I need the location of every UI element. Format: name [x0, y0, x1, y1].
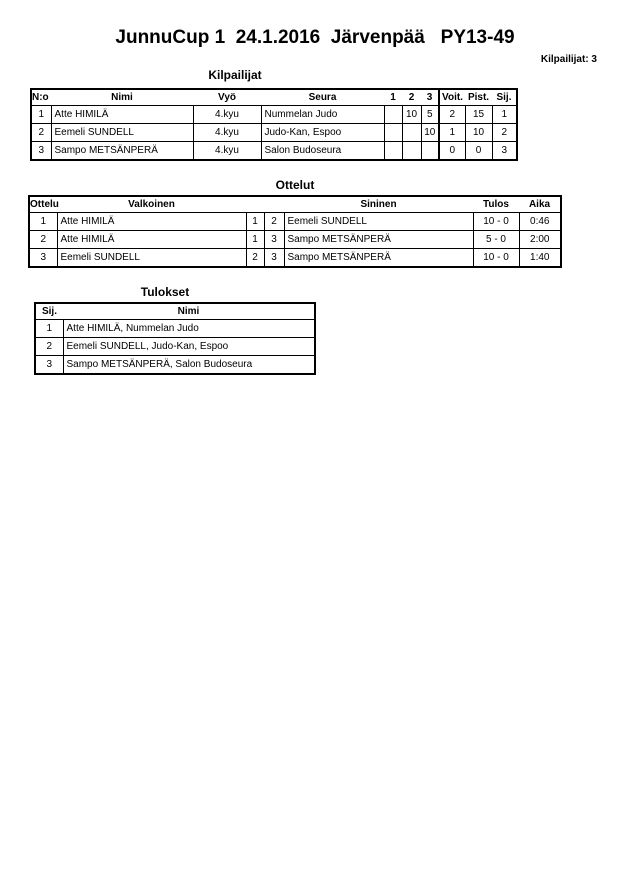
table-cell: Sampo METSÄNPERÄ	[283, 248, 474, 268]
table-cell: 3	[28, 248, 58, 268]
results-heading: Tulokset	[140, 285, 190, 299]
page-title: JunnuCup 1 24.1.2016 Järvenpää PY13-49	[115, 27, 515, 48]
table-cell: 2	[245, 248, 265, 268]
table-cell: Atte HIMILÄ	[56, 230, 247, 249]
table-cell: 1	[438, 123, 466, 142]
column-header: Sij.	[41, 306, 57, 317]
table-cell: 1	[28, 212, 58, 231]
table-cell	[383, 141, 403, 161]
table-cell: 2	[28, 230, 58, 249]
table-cell: 3	[263, 230, 285, 249]
table-cell: 10	[464, 123, 493, 142]
table-cell: Eemeli SUNDELL	[56, 248, 247, 268]
column-header: Nimi	[111, 92, 133, 103]
header-spacer	[246, 196, 284, 213]
column-header: 2	[408, 92, 415, 103]
column-header: Nimi	[177, 306, 200, 317]
column-header: Aika	[528, 199, 551, 210]
table-row: 3 Sampo METSÄNPERÄ 4.kyu Salon Budoseura 0 0 3	[30, 141, 518, 161]
results-table: Sij. Nimi 1 Atte HIMILÄ, Nummelan Judo 2 Eeme…	[34, 302, 316, 375]
table-cell: 2	[491, 123, 518, 142]
table-cell	[401, 141, 422, 161]
column-header: Sij.	[496, 92, 512, 103]
table-cell: Sampo METSÄNPERÄ, Salon Budoseura	[62, 355, 316, 375]
table-row: 1 Atte HIMILÄ 1 2 Eemeli SUNDELL 10 - 0 0:46	[28, 212, 562, 231]
competitor-count: Kilpailijat: 3	[540, 54, 597, 65]
matches-heading: Ottelut	[275, 178, 315, 192]
table-cell: 10 - 0	[472, 248, 520, 268]
column-header: 1	[390, 92, 396, 103]
column-header: Vyö	[218, 92, 236, 103]
table-cell: 2	[263, 212, 285, 231]
table-cell: 2	[30, 123, 52, 142]
table-row: 2 Eemeli SUNDELL 4.kyu Judo-Kan, Espoo 10 1 10…	[30, 123, 518, 142]
table-cell: Sampo METSÄNPERÄ	[50, 141, 194, 161]
column-header: 3	[426, 92, 433, 103]
table-cell: 1	[491, 105, 518, 124]
table-cell: 2	[438, 105, 466, 124]
column-header: Sininen	[360, 199, 397, 210]
table-cell: 5	[420, 105, 440, 124]
table-cell: Atte HIMILÄ	[56, 212, 247, 231]
table-cell: 1	[245, 212, 265, 231]
table-cell: Atte HIMILÄ, Nummelan Judo	[62, 319, 316, 338]
column-header: N:o	[32, 92, 49, 103]
column-header: Ottelu	[30, 199, 59, 210]
table-row: 3 Sampo METSÄNPERÄ, Salon Budoseura	[34, 355, 316, 375]
table-cell: 1	[245, 230, 265, 249]
table-row: 2 Atte HIMILÄ 1 3 Sampo METSÄNPERÄ 5 - 0 2:00	[28, 230, 562, 249]
table-cell: Nummelan Judo	[260, 105, 385, 124]
table-cell	[401, 123, 422, 142]
table-row: 2 Eemeli SUNDELL, Judo-Kan, Espoo	[34, 337, 316, 356]
competitors-table: N:o Nimi Vyö Seura 1 2 3 Voit. Pist. Sij. 1 Atte HI…	[30, 88, 518, 161]
table-cell: 0	[464, 141, 493, 161]
table-cell: Judo-Kan, Espoo	[260, 123, 385, 142]
table-cell: 1	[30, 105, 52, 124]
table-cell: 10 - 0	[472, 212, 520, 231]
table-row: 1 Atte HIMILÄ 4.kyu Nummelan Judo 10 5 2 15 1	[30, 105, 518, 124]
table-cell: 2	[34, 337, 64, 356]
table-cell: 3	[30, 141, 52, 161]
table-cell: 1	[34, 319, 64, 338]
table-cell: Atte HIMILÄ	[50, 105, 194, 124]
column-header: Pist.	[467, 92, 490, 103]
table-row: 1 Atte HIMILÄ, Nummelan Judo	[34, 319, 316, 338]
column-header: Valkoinen	[128, 199, 175, 210]
table-cell: 10	[420, 123, 440, 142]
column-header: Tulos	[483, 199, 509, 210]
table-cell	[420, 141, 440, 161]
table-cell: 1:40	[518, 248, 562, 268]
column-header: Voit.	[438, 89, 465, 106]
table-cell: Eemeli SUNDELL	[283, 212, 474, 231]
table-cell: 2:00	[518, 230, 562, 249]
table-cell	[383, 123, 403, 142]
column-header: Seura	[308, 92, 337, 103]
table-cell: 4.kyu	[192, 105, 262, 124]
table-cell: Eemeli SUNDELL, Judo-Kan, Espoo	[62, 337, 316, 356]
table-cell	[383, 105, 403, 124]
table-cell: Sampo METSÄNPERÄ	[283, 230, 474, 249]
table-cell: 3	[263, 248, 285, 268]
table-cell: 4.kyu	[192, 123, 262, 142]
table-cell: 3	[491, 141, 518, 161]
table-cell: 0:46	[518, 212, 562, 231]
table-cell: Salon Budoseura	[260, 141, 385, 161]
table-cell: 0	[438, 141, 466, 161]
table-cell: 15	[464, 105, 493, 124]
competitors-heading: Kilpailijat	[208, 68, 262, 82]
table-cell: Eemeli SUNDELL	[50, 123, 194, 142]
matches-table: Ottelu Valkoinen Sininen Tulos Aika 1 Atte HIM…	[28, 195, 562, 268]
table-cell: 3	[34, 355, 64, 375]
table-cell: 10	[401, 105, 422, 124]
table-cell: 4.kyu	[192, 141, 262, 161]
table-cell: 5 - 0	[472, 230, 520, 249]
